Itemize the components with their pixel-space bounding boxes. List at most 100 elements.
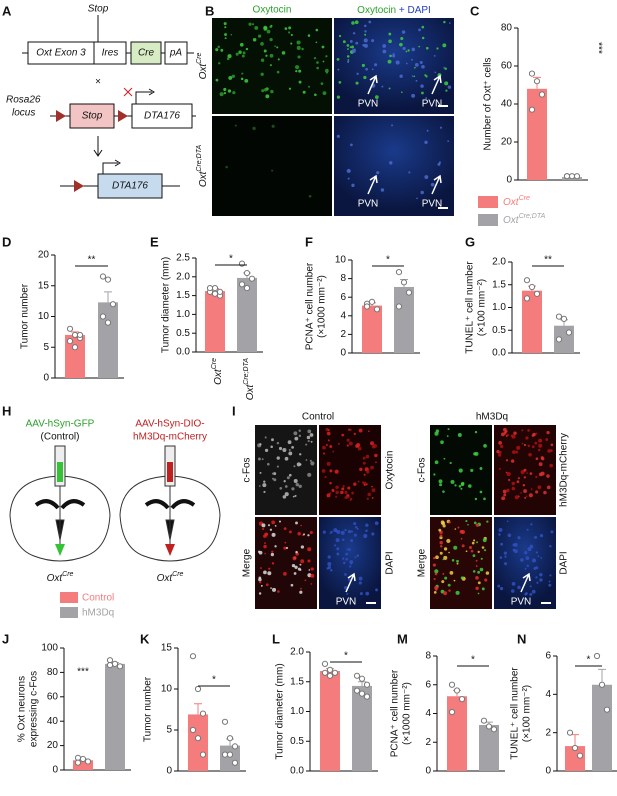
virus	[57, 462, 63, 482]
micrograph-cell	[308, 85, 311, 88]
micrograph-cell	[281, 51, 286, 55]
micrograph-cell	[346, 44, 350, 47]
pvn-label: PVN	[422, 199, 443, 210]
micrograph-cell	[335, 538, 340, 543]
micrograph-cell	[276, 456, 280, 460]
micrograph-cell	[231, 74, 236, 79]
pvn-label: PVN	[358, 99, 379, 110]
micrograph-cell	[276, 46, 279, 49]
micrograph-cell	[366, 497, 369, 500]
title-part: Oxytocin	[357, 5, 396, 16]
micrograph-cell	[351, 183, 355, 188]
micrograph-cell	[374, 63, 378, 67]
micrograph-cell	[306, 435, 311, 440]
micrograph-cell	[399, 42, 403, 47]
genotype-base: Oxt	[47, 573, 64, 584]
loxp	[56, 110, 66, 122]
ires-box	[93, 41, 127, 65]
micrograph-cell	[269, 38, 273, 42]
micrograph-cell	[411, 93, 416, 98]
micrograph-cell	[254, 25, 259, 30]
micrograph-cell	[363, 38, 368, 43]
micrograph-cell	[262, 483, 267, 488]
y-tick-label: 40	[47, 716, 59, 727]
y-axis-label: PCNA⁺ cell number	[305, 262, 316, 350]
y-tick-label: 0	[545, 766, 551, 777]
micrograph-cell	[329, 469, 333, 473]
significance: **	[88, 255, 96, 266]
micrograph-cell	[284, 27, 288, 30]
micrograph-cell	[411, 47, 416, 52]
y-tick-label: 0.0	[290, 766, 304, 777]
panel-letter: H	[2, 403, 11, 418]
micrograph-cell	[529, 472, 533, 475]
micrograph-cell	[239, 42, 244, 47]
micrograph-cell	[304, 579, 307, 582]
micrograph-cell	[529, 592, 533, 596]
panel-letter: F	[305, 234, 313, 249]
micrograph-cell	[399, 74, 403, 78]
micrograph-cell	[350, 497, 353, 501]
micrograph-cell	[347, 59, 350, 61]
data-point	[480, 717, 488, 724]
micrograph-cell	[516, 480, 520, 484]
data-point	[565, 329, 573, 336]
micrograph-cell	[539, 578, 543, 582]
data-point	[566, 729, 574, 736]
micrograph-cell	[439, 534, 443, 538]
micrograph-cell	[295, 550, 298, 554]
micrograph-cell	[327, 555, 331, 559]
micrograph-cell	[271, 472, 274, 475]
micrograph-cell	[362, 456, 366, 460]
micrograph-cell	[358, 576, 363, 581]
y-tick-label: 6	[340, 292, 346, 303]
micrograph-cell	[277, 590, 280, 593]
micrograph-cell	[479, 567, 484, 572]
micrograph-cell	[536, 581, 539, 584]
micrograph-cell	[549, 544, 552, 548]
micrograph-cell	[502, 489, 507, 494]
micrograph-cell	[350, 530, 353, 533]
micrograph-cell	[276, 441, 280, 445]
y-tick-label: 0.0	[176, 347, 190, 358]
micrograph-cell	[259, 443, 262, 446]
micrograph-cell	[475, 559, 478, 562]
bar	[565, 746, 585, 771]
micrograph-cell	[453, 545, 458, 550]
micrograph-cell	[351, 21, 355, 25]
data-point	[194, 685, 202, 693]
micrograph-cell	[274, 45, 276, 48]
error-bar	[194, 703, 202, 715]
data-point	[533, 290, 541, 297]
micrograph-cell	[497, 584, 501, 588]
virus	[167, 462, 173, 482]
micrograph-cell	[500, 542, 504, 546]
micrograph-cell	[416, 197, 418, 200]
micrograph-cell	[550, 530, 554, 534]
genotype-superscript: Cre;DTA	[243, 358, 250, 385]
panel-letter: J	[2, 631, 9, 646]
data-point	[490, 726, 498, 733]
micrograph-cell	[338, 442, 340, 445]
micrograph-cell	[419, 61, 423, 64]
legend-swatch	[60, 592, 78, 603]
data-point	[453, 687, 461, 694]
micrograph-cell	[346, 592, 349, 595]
micrograph-cell	[443, 457, 446, 460]
micrograph-cell	[232, 91, 236, 95]
micrograph-cell	[401, 30, 406, 34]
micrograph-cell	[368, 20, 372, 24]
micrograph-cell	[346, 444, 349, 447]
label: hM3Dq-mCherry	[133, 432, 207, 443]
data-point	[373, 306, 381, 313]
data-point	[206, 284, 214, 292]
micrograph-cell	[270, 89, 274, 94]
legend-label: hM3Dq	[82, 608, 114, 619]
micrograph	[334, 116, 454, 216]
ventricle	[34, 499, 196, 510]
micrograph-cell	[389, 161, 393, 165]
y-tick-label: 0	[425, 766, 431, 777]
micrograph-cell	[343, 561, 346, 565]
